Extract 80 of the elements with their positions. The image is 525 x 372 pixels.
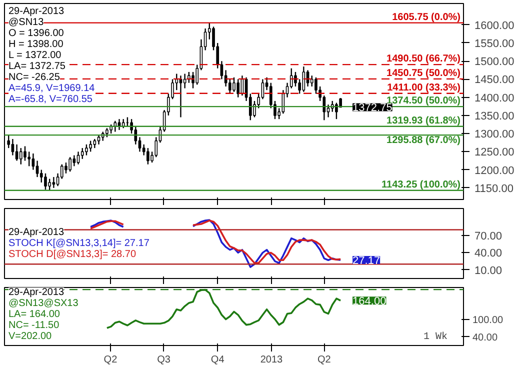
annotation: O = 1396.00 xyxy=(8,28,64,39)
candlestick xyxy=(64,162,68,174)
annotation: 29-Apr-2013 xyxy=(8,227,65,238)
x-axis-title: 1 Wk xyxy=(424,331,448,343)
annotation: @SN13 xyxy=(8,17,44,28)
y-tick-label: 1600.00 xyxy=(474,20,514,32)
candlestick xyxy=(52,176,56,189)
annotation: H = 1398.00 xyxy=(8,39,64,50)
text: STOCH D[@SN13,3]= 28.70 xyxy=(8,249,136,260)
y-tick-label: 1450.00 xyxy=(474,74,514,86)
y-tick-label: 1300.00 xyxy=(474,128,514,141)
y-tick-label: 1150.00 xyxy=(474,182,514,195)
x-tick-label: Q4 xyxy=(210,354,225,366)
candlestick xyxy=(310,74,314,88)
candlestick xyxy=(192,71,194,89)
annotation: NC= -26.25 xyxy=(8,72,60,83)
x-tick-label: Q3 xyxy=(157,354,171,366)
y-tick-label: 1250.00 xyxy=(474,146,514,159)
candlestick xyxy=(302,66,306,92)
candlestick xyxy=(146,147,150,165)
candlestick xyxy=(106,128,108,138)
annotation: NC= -11.50 xyxy=(8,320,60,331)
text: @SN13@SX13 xyxy=(8,298,79,309)
annotation: V=202.00 xyxy=(8,331,52,342)
x-tick-label: Q2 xyxy=(317,354,332,366)
annotation: A=-65.8, V=760.55 xyxy=(8,94,93,105)
candlestick xyxy=(236,78,240,98)
candlestick xyxy=(232,76,236,92)
candlestick xyxy=(24,146,26,162)
annotation: 29-Apr-2013 xyxy=(8,287,65,298)
annotation: 27.17 xyxy=(352,255,380,268)
annotation: 29-Apr-2013 xyxy=(8,6,65,17)
ref-line-label: 1490.50 (66.7%) xyxy=(386,54,461,65)
candlestick xyxy=(134,126,138,146)
ref-line-label: 1411.00 (33.3%) xyxy=(387,82,460,94)
candlestick xyxy=(253,100,256,118)
y-tick-label: 1400.00 xyxy=(474,92,514,104)
y-tick-label: 1500.00 xyxy=(474,56,514,68)
annotation: LA= 1372.75 xyxy=(8,61,66,72)
text: STOCH K[@SN13,3,14]= 27.17 xyxy=(8,238,150,249)
annotation: A=45.9, V=1969.14 xyxy=(8,83,96,94)
ref-line-label: 1143.25 (100.0%) xyxy=(382,179,461,190)
y-tick-label: 1350.00 xyxy=(474,110,514,122)
candlestick xyxy=(15,144,18,162)
candlestick xyxy=(28,151,31,167)
y-tick-label: 1200.00 xyxy=(474,164,514,177)
candlestick xyxy=(76,151,80,165)
annotation: L = 1372.00 xyxy=(8,50,62,61)
candlestick xyxy=(19,147,22,165)
annotation: LA= 164.00 xyxy=(8,309,60,320)
candlestick xyxy=(228,78,232,94)
candlestick xyxy=(32,152,35,170)
candlestick xyxy=(72,154,76,167)
ref-line-label: 1319.93 (61.8%) xyxy=(386,115,461,126)
candlestick xyxy=(314,76,318,94)
candlestick xyxy=(85,144,88,156)
x-tick-label: Q2 xyxy=(104,354,118,366)
annotation: 1372.75 xyxy=(352,102,392,114)
ref-line-label: 1295.88 (67.0%) xyxy=(386,135,461,146)
candlestick xyxy=(335,102,338,120)
candlestick xyxy=(44,172,47,190)
y-tick-label: 70.00 xyxy=(474,230,502,242)
y-tick-label: 40.00 xyxy=(472,332,498,344)
candlestick xyxy=(7,134,10,149)
y-tick-label: 1550.00 xyxy=(474,38,514,50)
y-tick-label: 100.00 xyxy=(472,314,504,326)
candlestick xyxy=(40,169,43,184)
ref-line-label: 1605.75 (0.0%) xyxy=(392,12,461,23)
candlestick xyxy=(36,160,39,178)
candlestick xyxy=(93,138,96,149)
candlestick xyxy=(89,140,92,152)
ref-line-label: 1450.75 (50.0%) xyxy=(386,68,461,79)
candlestick xyxy=(48,178,52,191)
y-tick-label: 40.00 xyxy=(474,248,502,260)
y-tick-label: 10.00 xyxy=(474,264,502,277)
candlestick xyxy=(11,138,14,156)
x-tick-label: 2013 xyxy=(260,354,284,366)
candlestick xyxy=(68,156,72,172)
candlestick xyxy=(294,71,297,88)
candlestick xyxy=(80,147,84,160)
